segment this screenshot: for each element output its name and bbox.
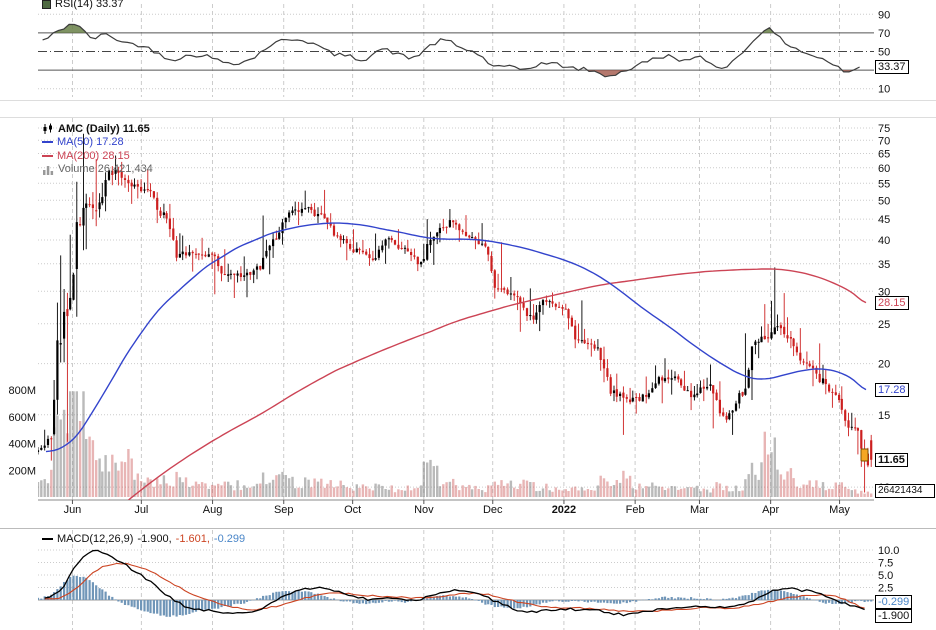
price-alert-flag-icon (860, 448, 869, 462)
candles-layer (38, 133, 873, 493)
svg-text:Jul: Jul (134, 504, 148, 516)
svg-text:60: 60 (878, 163, 890, 175)
svg-text:40: 40 (878, 235, 890, 247)
svg-text:Jun: Jun (64, 504, 82, 516)
ma50-line-icon (42, 141, 53, 144)
volume-layer (38, 391, 873, 497)
svg-text:25: 25 (878, 319, 890, 331)
svg-text:70: 70 (878, 135, 890, 147)
last-price-box: 11.65 (875, 453, 908, 467)
ma50-value-box: 17.28 (875, 383, 909, 397)
svg-text:Apr: Apr (762, 504, 779, 516)
svg-text:Dec: Dec (483, 504, 503, 516)
macd-value-label: -1.900, (137, 533, 172, 545)
ma200-legend-label: MA(200) 28.15 (57, 149, 130, 162)
svg-text:Feb: Feb (626, 504, 645, 516)
ma200-value-box: 28.15 (875, 296, 909, 310)
svg-text:200M: 200M (8, 465, 36, 477)
svg-text:May: May (829, 504, 850, 516)
symbol-legend-label: AMC (Daily) 11.65 (58, 122, 150, 135)
ma-lines-layer (45, 222, 869, 500)
svg-text:10.0: 10.0 (878, 545, 899, 557)
rsi-value-box: 33.37 (875, 60, 909, 74)
ma200-legend-row: MA(200) 28.15 (42, 149, 153, 163)
svg-text:Mar: Mar (690, 504, 709, 516)
svg-text:55: 55 (878, 178, 890, 190)
rsi-legend-icon (42, 0, 51, 9)
svg-text:90: 90 (878, 9, 890, 21)
volume-icon (43, 165, 54, 175)
volume-legend-row: Volume 26,421,434 (42, 163, 153, 177)
rsi-legend: RSI(14) 33.37 (42, 0, 123, 10)
macd-value-box: -1.900 (875, 609, 913, 623)
volume-value-box: 26421434 (875, 484, 935, 498)
svg-text:35: 35 (878, 259, 890, 271)
svg-text:20: 20 (878, 359, 890, 371)
price-legend: AMC (Daily) 11.65 MA(50) 17.28 MA(200) 2… (42, 122, 153, 176)
svg-text:600M: 600M (8, 412, 36, 424)
hist-value-label: -0.299 (213, 533, 246, 545)
svg-text:15: 15 (878, 410, 890, 422)
svg-text:800M: 800M (8, 385, 36, 397)
svg-text:30: 30 (878, 286, 890, 298)
svg-text:10: 10 (878, 84, 890, 96)
rsi-panel (42, 23, 860, 78)
svg-text:70: 70 (878, 28, 890, 40)
svg-text:7.5: 7.5 (878, 558, 893, 570)
ma50-legend-row: MA(50) 17.28 (42, 136, 153, 150)
svg-text:50: 50 (878, 195, 890, 207)
axis-labels: 7570656055504540353025201510907050301010… (8, 9, 899, 594)
ma200-line-icon (42, 154, 53, 157)
macd-legend-name: MACD(12,26,9) (57, 533, 134, 545)
svg-text:45: 45 (878, 214, 890, 226)
macd-hist-value-box: -0.299 (875, 595, 913, 609)
svg-text:Nov: Nov (414, 504, 434, 516)
svg-text:75: 75 (878, 123, 890, 135)
svg-text:50: 50 (878, 47, 890, 59)
symbol-legend-row: AMC (Daily) 11.65 (42, 122, 153, 136)
svg-text:5.0: 5.0 (878, 570, 893, 582)
candlestick-icon (43, 123, 52, 134)
signal-value-label: -1.601, (175, 533, 210, 545)
svg-text:2.5: 2.5 (878, 583, 893, 595)
macd-line-icon (42, 538, 53, 540)
svg-text:400M: 400M (8, 439, 36, 451)
svg-text:65: 65 (878, 149, 890, 161)
svg-text:2022: 2022 (552, 504, 576, 516)
macd-panel (38, 549, 873, 617)
macd-legend: MACD(12,26,9) -1.900, -1.601, -0.299 (42, 533, 245, 545)
svg-text:Aug: Aug (203, 504, 223, 516)
svg-text:Oct: Oct (344, 504, 361, 516)
rsi-legend-label: RSI(14) 33.37 (55, 0, 124, 10)
svg-text:Sep: Sep (274, 504, 294, 516)
ma50-legend-label: MA(50) 17.28 (57, 136, 124, 149)
volume-legend-label: Volume 26,421,434 (58, 163, 153, 176)
